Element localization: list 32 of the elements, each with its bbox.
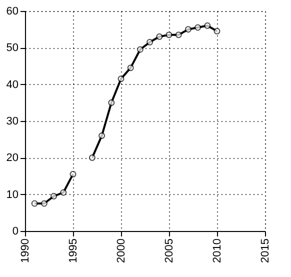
y-tick-label: 50 [6, 42, 18, 54]
point [118, 76, 124, 82]
y-tick-label: 0 [12, 226, 18, 238]
point [136, 46, 144, 53]
point [31, 200, 38, 207]
point [166, 32, 172, 38]
point [88, 154, 96, 161]
point [98, 132, 106, 139]
x-tick-label: 2015 [260, 238, 272, 263]
point [156, 33, 163, 40]
point [108, 99, 115, 106]
y-tick-label: 30 [6, 116, 18, 128]
x-tick-label: 2005 [164, 238, 176, 263]
y-tick-label: 60 [6, 6, 18, 18]
y-tick-label: 20 [6, 152, 18, 164]
x-tick-label: 2000 [116, 238, 128, 263]
point [146, 38, 154, 46]
point [175, 32, 182, 38]
point [127, 64, 134, 72]
point [214, 28, 220, 34]
point [40, 200, 48, 207]
point [204, 22, 211, 29]
y-tick-label: 10 [6, 188, 18, 201]
point [60, 189, 67, 196]
x-tick-label: 2010 [212, 238, 224, 263]
point [184, 26, 192, 33]
x-tick-label: 1995 [68, 238, 80, 263]
y-tick-label: 40 [6, 78, 18, 91]
point [194, 24, 202, 31]
x-tick-label: 1990 [20, 238, 32, 263]
point [70, 170, 76, 178]
point [50, 192, 58, 200]
